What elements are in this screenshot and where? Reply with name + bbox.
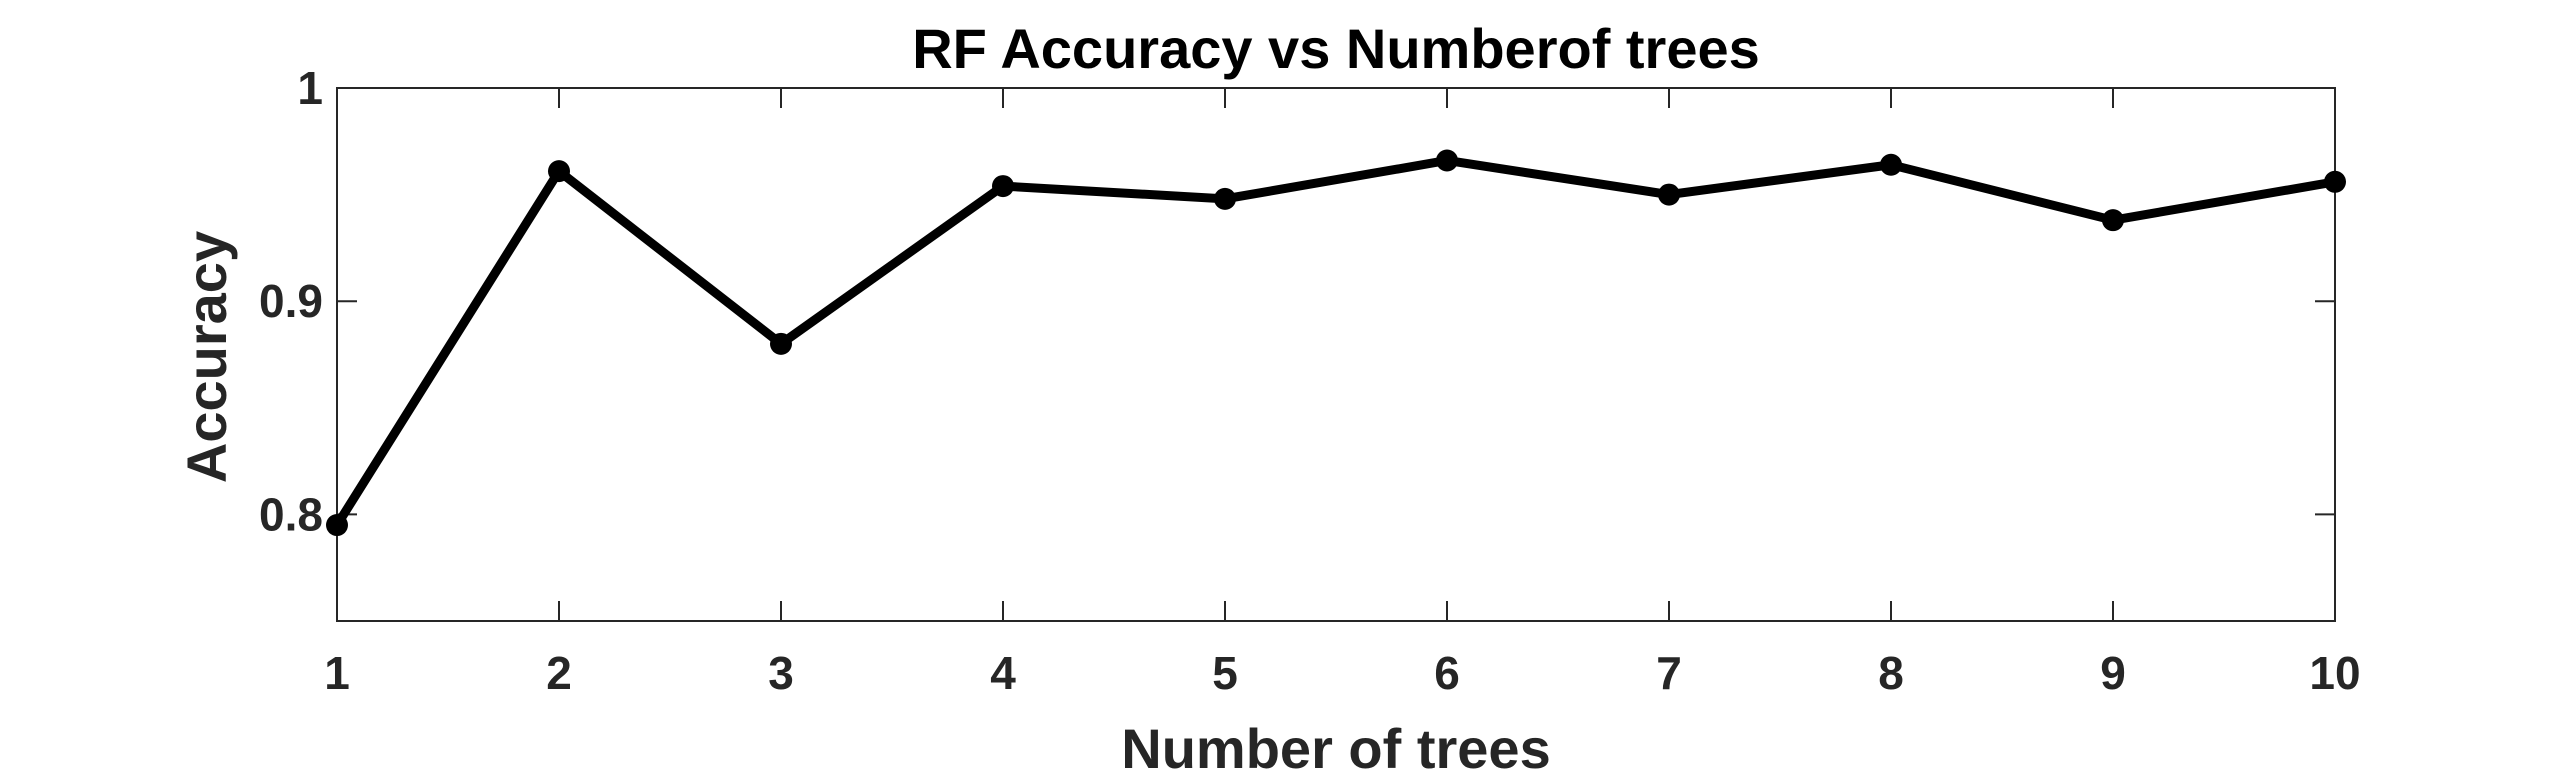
x-tick-label: 4 — [990, 647, 1016, 699]
x-tick-label: 6 — [1434, 647, 1460, 699]
x-tick-label: 3 — [768, 647, 794, 699]
chart-title: RF Accuracy vs Numberof trees — [912, 17, 1760, 80]
y-axis-label: Accuracy — [175, 231, 238, 483]
data-point — [770, 332, 792, 355]
series-line — [333, 155, 2336, 528]
x-axis-label: Number of trees — [1121, 717, 1550, 775]
data-point — [1658, 183, 1680, 206]
plot-area-frame — [336, 87, 2336, 622]
data-point — [992, 175, 1014, 198]
y-tick-label: 0.8 — [259, 488, 323, 540]
data-point — [1214, 187, 1236, 210]
series-layer — [326, 149, 2346, 537]
data-point — [1436, 149, 1458, 172]
data-point — [1880, 153, 1902, 176]
data-point — [326, 514, 348, 537]
x-tick-label: 7 — [1656, 647, 1682, 699]
x-tick-label: 2 — [546, 647, 572, 699]
x-tick-label: 1 — [324, 647, 350, 699]
x-tick-label: 10 — [2309, 647, 2360, 699]
x-tick-label: 5 — [1212, 647, 1238, 699]
y-tick-label: 0.9 — [259, 275, 323, 327]
x-tick-label: 8 — [1878, 647, 1904, 699]
data-point — [548, 160, 570, 183]
x-tick-label: 9 — [2100, 647, 2126, 699]
tick-labels: 1 2 3 4 5 6 7 8 9 10 0.8 0.9 1 — [259, 62, 2361, 699]
y-tick-label: 1 — [297, 62, 323, 114]
axis-ticks — [336, 87, 2336, 621]
data-point — [2102, 209, 2124, 232]
data-point — [2324, 170, 2346, 193]
